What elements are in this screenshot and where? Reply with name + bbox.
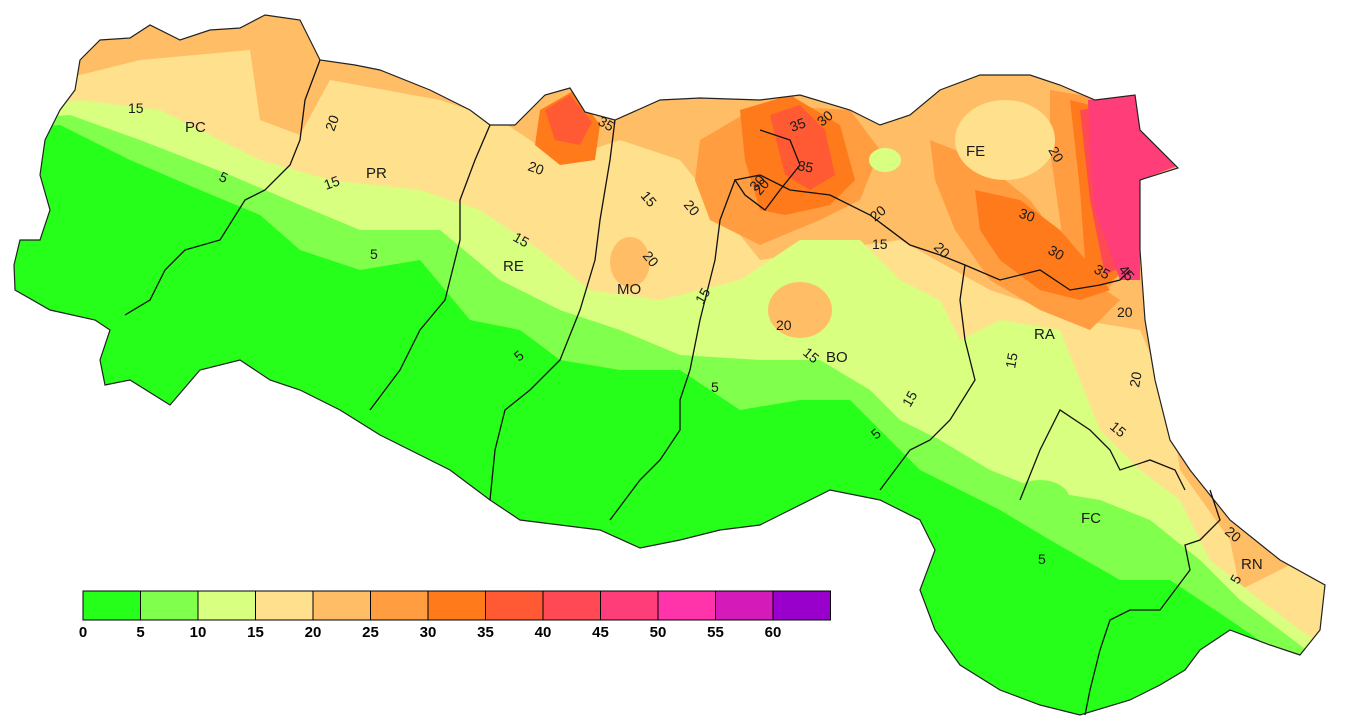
legend-swatch bbox=[657, 590, 716, 621]
band-5-10-fc bbox=[1010, 480, 1070, 520]
legend-tick-label: 55 bbox=[707, 624, 724, 641]
contour-label: 35 bbox=[1092, 261, 1114, 283]
contour-label: 20 bbox=[776, 317, 792, 333]
boundary-ra-fc bbox=[1019, 409, 1186, 501]
contour-label: 15 bbox=[1002, 351, 1020, 369]
legend-swatch bbox=[197, 590, 256, 621]
contour-label: 20 bbox=[1045, 144, 1067, 166]
legend-swatch bbox=[140, 590, 199, 621]
province-label-ra: RA bbox=[1034, 326, 1055, 343]
legend-swatch bbox=[542, 590, 601, 621]
legend-tick-label: 5 bbox=[136, 624, 144, 641]
legend-swatch bbox=[427, 590, 486, 621]
legend-swatch bbox=[715, 590, 774, 621]
band-30-35-east bbox=[975, 190, 1110, 300]
contour-label: 20 bbox=[526, 158, 546, 178]
contour-label: 35 bbox=[596, 113, 618, 135]
contour-label: 15 bbox=[899, 388, 921, 410]
contour-label: 15 bbox=[128, 100, 144, 116]
province-label-re: RE bbox=[503, 258, 524, 275]
province-label-fc: FC bbox=[1081, 510, 1101, 527]
legend-tick-label: 15 bbox=[247, 624, 264, 641]
contour-label: 20 bbox=[1117, 304, 1133, 320]
legend-tick-label: 0 bbox=[79, 624, 87, 641]
legend-swatch bbox=[82, 590, 141, 621]
boundary-pc-pr bbox=[124, 59, 321, 316]
contour-label: 20 bbox=[1126, 370, 1144, 388]
band-20-25-mo bbox=[610, 237, 650, 287]
contour-label: 15 bbox=[511, 229, 533, 251]
province-label-pc: PC bbox=[185, 119, 206, 136]
band-10-15-spot bbox=[869, 148, 901, 172]
legend-swatch bbox=[370, 590, 429, 621]
legend-swatch bbox=[312, 590, 371, 621]
contour-label: 5 bbox=[1038, 551, 1046, 567]
legend-tick-label: 40 bbox=[535, 624, 552, 641]
legend-swatch bbox=[772, 590, 831, 621]
province-label-fe: FE bbox=[966, 143, 985, 160]
province-label-bo: BO bbox=[826, 349, 848, 366]
contour-label: 30 bbox=[1017, 205, 1037, 225]
contour-label: 5 bbox=[370, 246, 378, 262]
legend-tick-label: 35 bbox=[477, 624, 494, 641]
contour-label: 30 bbox=[1046, 242, 1068, 264]
legend: 0 5 10 15 20 25 30 35 40 45 50 55 60 bbox=[79, 590, 831, 641]
legend-tick-label: 30 bbox=[420, 624, 437, 641]
legend-swatch bbox=[600, 590, 659, 621]
boundary-fc-rn bbox=[1084, 489, 1221, 716]
province-boundaries bbox=[124, 59, 1221, 716]
band-35-40-north bbox=[545, 95, 592, 145]
legend-tick-label: 60 bbox=[765, 624, 782, 641]
contour-label: 35 bbox=[788, 114, 808, 134]
legend-swatch bbox=[485, 590, 544, 621]
province-labels: PC PR RE MO BO FE RA FC RN bbox=[185, 119, 1263, 573]
boundary-mo-bo bbox=[609, 179, 736, 521]
band-20-25-bo bbox=[768, 282, 832, 338]
province-label-pr: PR bbox=[366, 165, 387, 182]
province-label-rn: RN bbox=[1241, 556, 1263, 573]
boundary-bo-ra bbox=[879, 264, 976, 491]
band-35-40-west bbox=[770, 105, 835, 190]
contour-label: 15 bbox=[322, 172, 342, 192]
boundary-pr-re bbox=[369, 124, 491, 411]
legend-swatch bbox=[255, 590, 314, 621]
contour-label: 5 bbox=[711, 379, 719, 395]
band-15-20-fe bbox=[955, 100, 1055, 180]
contour-label: 15 bbox=[872, 236, 888, 252]
legend-tick-label: 45 bbox=[592, 624, 609, 641]
contour-labels: 15 5 20 15 5 20 15 5 35 20 15 20 20 15 1… bbox=[128, 100, 1245, 587]
boundary-re-mo bbox=[489, 119, 616, 501]
contour-label: 15 bbox=[692, 285, 714, 307]
contour-label: 35 bbox=[796, 157, 814, 175]
contour-label: 20 bbox=[322, 113, 342, 133]
legend-tick-label: 10 bbox=[190, 624, 207, 641]
legend-tick-label: 25 bbox=[362, 624, 379, 641]
legend-tick-label: 20 bbox=[305, 624, 322, 641]
legend-tick-label: 50 bbox=[650, 624, 667, 641]
province-label-mo: MO bbox=[617, 281, 641, 298]
boundary-fe bbox=[733, 129, 1131, 291]
